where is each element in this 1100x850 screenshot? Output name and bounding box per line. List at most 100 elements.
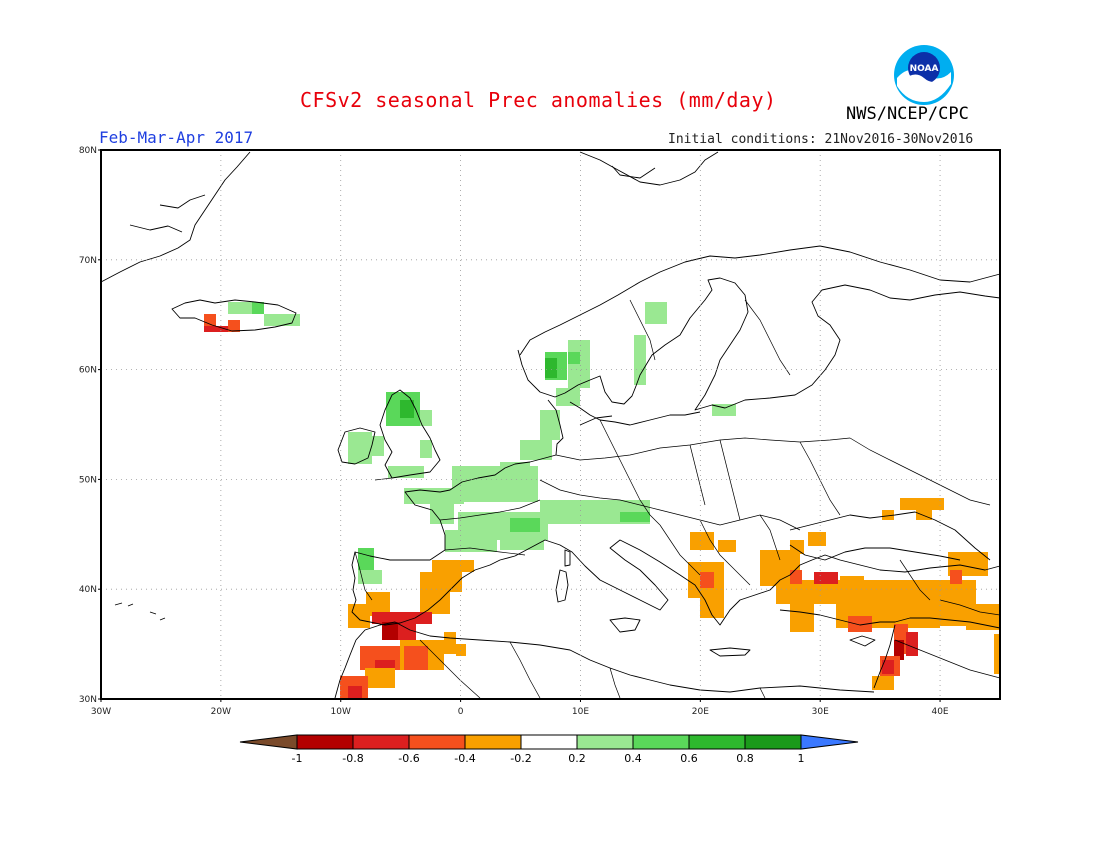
anomaly-cell xyxy=(204,326,228,332)
anomaly-cell xyxy=(966,604,1000,630)
coastlines xyxy=(100,151,1001,699)
colorbar-segment xyxy=(688,734,746,750)
colorbar-label: -0.8 xyxy=(342,752,363,765)
forecast-period: Feb-Mar-Apr 2017 xyxy=(99,128,254,147)
anomaly-cell xyxy=(620,512,650,522)
anomaly-cell xyxy=(500,540,544,550)
lat-label: 80N xyxy=(79,146,97,156)
lat-label: 30N xyxy=(79,695,97,705)
map-frame xyxy=(100,149,1001,700)
anomaly-cell xyxy=(950,570,962,584)
anomaly-cell xyxy=(840,576,864,586)
colorbar-high-arrow xyxy=(800,734,859,750)
lon-label: 0 xyxy=(458,707,464,717)
anomaly-cell xyxy=(848,616,872,632)
colorbar-segment xyxy=(408,734,466,750)
anomaly-cell xyxy=(388,466,424,478)
anomaly-cell xyxy=(872,676,894,690)
anomaly-cell xyxy=(634,335,646,385)
colorbar-segment xyxy=(576,734,634,750)
anomaly-cell xyxy=(420,440,432,458)
lon-label: 20W xyxy=(211,707,231,717)
lat-label: 40N xyxy=(79,585,97,595)
anomaly-cell xyxy=(906,632,918,656)
country-borders xyxy=(354,299,1001,699)
anomaly-cell xyxy=(556,388,580,406)
map-title: CFSv2 seasonal Prec anomalies (mm/day) xyxy=(300,88,777,112)
anomaly-cell xyxy=(348,686,362,698)
anomaly-cell xyxy=(880,600,940,628)
colorbar-label: -0.6 xyxy=(398,752,419,765)
anomaly-cell xyxy=(382,622,398,640)
anomaly-cell xyxy=(358,570,382,584)
anomaly-cell xyxy=(398,624,416,640)
anomaly-cell xyxy=(365,668,395,688)
anomaly-cell xyxy=(348,604,370,628)
colorbar-segment xyxy=(744,734,802,750)
anomaly-cell xyxy=(445,530,497,552)
colorbar-segment xyxy=(296,734,354,750)
anomaly-cell xyxy=(718,540,736,552)
colorbar-segment xyxy=(352,734,410,750)
anomaly-cell xyxy=(712,404,736,416)
anomaly-cell xyxy=(444,632,456,654)
colorbar-label: 1 xyxy=(798,752,805,765)
anomaly-cell xyxy=(645,302,667,324)
anomaly-cell xyxy=(400,400,414,418)
anomaly-cell xyxy=(790,570,802,584)
lon-label: 10E xyxy=(572,707,589,717)
anomaly-cell xyxy=(252,302,264,314)
anomaly-cell xyxy=(372,436,384,456)
colorbar-label: 0.4 xyxy=(624,752,642,765)
colorbar-label: -0.4 xyxy=(454,752,475,765)
anomaly-cell xyxy=(540,410,560,440)
colorbar-segment xyxy=(464,734,522,750)
lat-label: 70N xyxy=(79,256,97,266)
lat-label: 50N xyxy=(79,475,97,485)
agency-label: NWS/NCEP/CPC xyxy=(846,104,969,124)
colorbar-segment xyxy=(520,734,578,750)
anomaly-cell xyxy=(372,612,432,624)
colorbar-label: 0.6 xyxy=(680,752,698,765)
anomaly-cell xyxy=(790,540,804,554)
lon-label: 30W xyxy=(91,707,111,717)
anomaly-cell xyxy=(808,532,826,546)
initial-conditions: Initial conditions: 21Nov2016-30Nov2016 xyxy=(668,132,974,147)
anomaly-cell xyxy=(348,432,372,464)
anomaly-cell xyxy=(790,600,814,632)
anomaly-cell xyxy=(545,358,557,378)
anomaly-cell xyxy=(882,660,894,674)
lat-label: 60N xyxy=(79,366,97,376)
anomaly-cell xyxy=(358,548,374,572)
anomaly-cell xyxy=(994,634,1000,674)
anomaly-cell xyxy=(432,560,474,572)
colorbar-label: -1 xyxy=(292,752,303,765)
lon-label: 40E xyxy=(931,707,948,717)
colorbar-label: 0.8 xyxy=(736,752,754,765)
anomaly-cell xyxy=(510,518,540,532)
anomaly-cell xyxy=(520,440,552,460)
noaa-logo: NOAA xyxy=(894,45,954,105)
anomaly-cell xyxy=(430,504,454,524)
colorbar-low-arrow xyxy=(239,734,298,750)
colorbar-label: 0.2 xyxy=(568,752,586,765)
anomaly-cell xyxy=(900,498,944,510)
anomaly-cell xyxy=(228,320,240,332)
lon-label: 30E xyxy=(812,707,829,717)
anomaly-cell xyxy=(900,584,924,594)
anomaly-cell xyxy=(882,510,894,520)
anomaly-cell xyxy=(420,410,432,426)
anomaly-cell xyxy=(814,572,838,584)
noaa-logo-text: NOAA xyxy=(910,64,939,74)
anomaly-cells xyxy=(204,302,1000,698)
colorbar: -1 -0.8 -0.6 -0.4 -0.2 0.2 0.4 0.6 0.8 1 xyxy=(239,734,859,765)
anomaly-cell xyxy=(404,488,464,504)
anomaly-cell xyxy=(420,572,462,592)
lon-label: 10W xyxy=(331,707,351,717)
anomaly-cell xyxy=(570,510,610,524)
longitude-labels: 30W 20W 10W 0 10E 20E 30E 40E xyxy=(91,699,949,717)
colorbar-segment xyxy=(632,734,690,750)
anomaly-cell xyxy=(870,582,882,592)
anomaly-cell xyxy=(700,572,714,588)
